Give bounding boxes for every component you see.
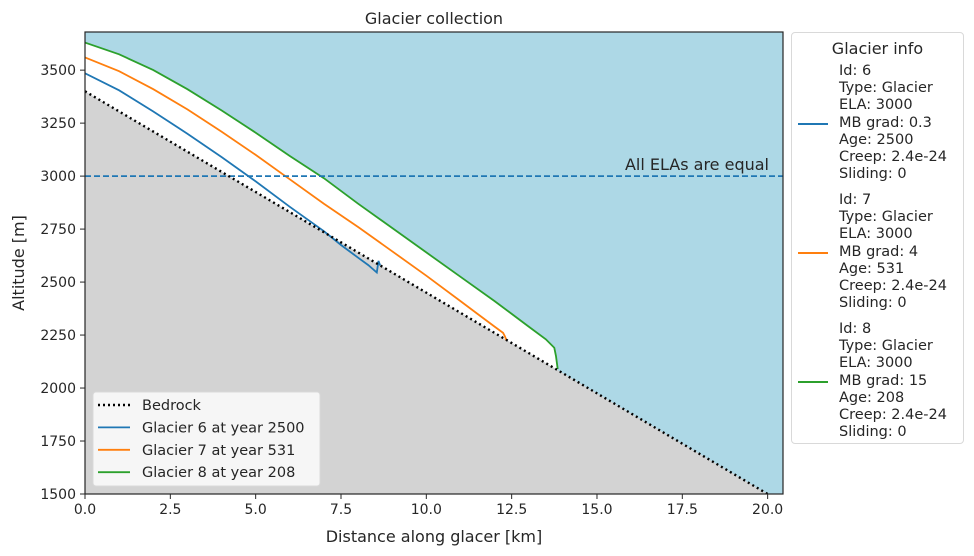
glacier-info-line: Sliding: 0 (839, 295, 907, 312)
y-axis-label: Altitude [m] (9, 215, 28, 311)
glacier-info-title: Glacier info (831, 39, 924, 58)
glacier-info-line: Id: 7 (839, 192, 872, 208)
glacier-info-line: MB grad: 4 (839, 243, 919, 260)
glacier-info-swatch (798, 380, 828, 383)
plot-frame (84, 31, 784, 495)
ela-annotation: All ELAs are equal (625, 155, 769, 174)
x-axis: 0.0 2.5 5.0 7.5 10.0 12.5 15.0 17.5 20.0 (74, 494, 783, 518)
legend-frame (92, 391, 321, 487)
legend-label: Glacier 7 at year 531 (142, 443, 295, 459)
glacier-info-line: MB grad: 15 (839, 372, 928, 389)
glacier-info-line: ELA: 3000 (839, 226, 913, 243)
y-tick-label: 2750 (40, 222, 76, 238)
y-tick-label: 3250 (40, 116, 76, 132)
ice-fill (85, 42, 558, 371)
chart-title: Glacier collection (365, 9, 503, 28)
glacier-info-line: Type: Glacier (839, 80, 933, 97)
y-tick-label: 2000 (40, 381, 76, 397)
glacier-info-line: Creep: 2.4e-24 (839, 148, 947, 165)
legend-label: Glacier 6 at year 2500 (142, 420, 305, 436)
x-tick-label: 0.0 (74, 502, 96, 518)
series-legend: Bedrock Glacier 6 at year 2500 Glacier 7 a… (92, 391, 321, 487)
y-tick-label: 1750 (40, 434, 76, 450)
series-line-glacier-0 (85, 72, 382, 275)
x-tick-label: 5.0 (245, 502, 267, 518)
glacier-info-line: Age: 2500 (839, 131, 914, 148)
bedrock-line (85, 90, 769, 494)
glacier-info-line: ELA: 3000 (839, 97, 913, 114)
glacier-info-swatch (798, 251, 828, 254)
glacier-info-line: Creep: 2.4e-24 (839, 406, 947, 423)
glacier-info-line: MB grad: 0.3 (839, 114, 932, 131)
x-tick-label: 12.5 (496, 502, 527, 518)
x-axis-label: Distance along glacer [km] (326, 527, 543, 546)
glacier-info-line: Id: 8 (839, 321, 872, 337)
glacier-info-line: Creep: 2.4e-24 (839, 277, 947, 294)
x-tick-label: 10.0 (411, 502, 442, 518)
y-axis: 1500 1750 2000 2250 2500 2750 3000 3250 3500 (40, 63, 85, 503)
glacier-info-legend: Glacier info Id: 6 Type: Glacier ELA: 3000… (791, 32, 964, 444)
legend-label: Glacier 8 at year 208 (142, 465, 295, 481)
series-line-glacier-1 (85, 56, 508, 341)
glacier-info-line: Age: 208 (839, 389, 905, 406)
glacier-info-line: Age: 531 (839, 260, 905, 277)
glacier-info-line: Type: Glacier (839, 209, 933, 226)
x-tick-label: 20.0 (752, 502, 783, 518)
series-line-glacier-2 (85, 41, 559, 370)
y-tick-label: 1500 (40, 487, 76, 503)
glacier-info-line: Sliding: 0 (839, 424, 907, 441)
x-tick-label: 15.0 (581, 502, 612, 518)
legend-label: Bedrock (142, 398, 202, 414)
x-tick-label: 17.5 (667, 502, 698, 518)
y-tick-label: 3500 (40, 63, 76, 79)
y-tick-label: 2250 (40, 328, 76, 344)
x-tick-label: 7.5 (330, 502, 352, 518)
glacier-info-line: Id: 6 (839, 63, 872, 79)
x-tick-label: 2.5 (159, 502, 181, 518)
glacier-info-swatch (798, 122, 828, 125)
y-tick-label: 2500 (40, 275, 76, 291)
glacier-info-line: Type: Glacier (839, 338, 933, 355)
y-tick-label: 3000 (40, 169, 76, 185)
glacier-info-line: ELA: 3000 (839, 355, 913, 372)
glacier-info-line: Sliding: 0 (839, 166, 907, 183)
